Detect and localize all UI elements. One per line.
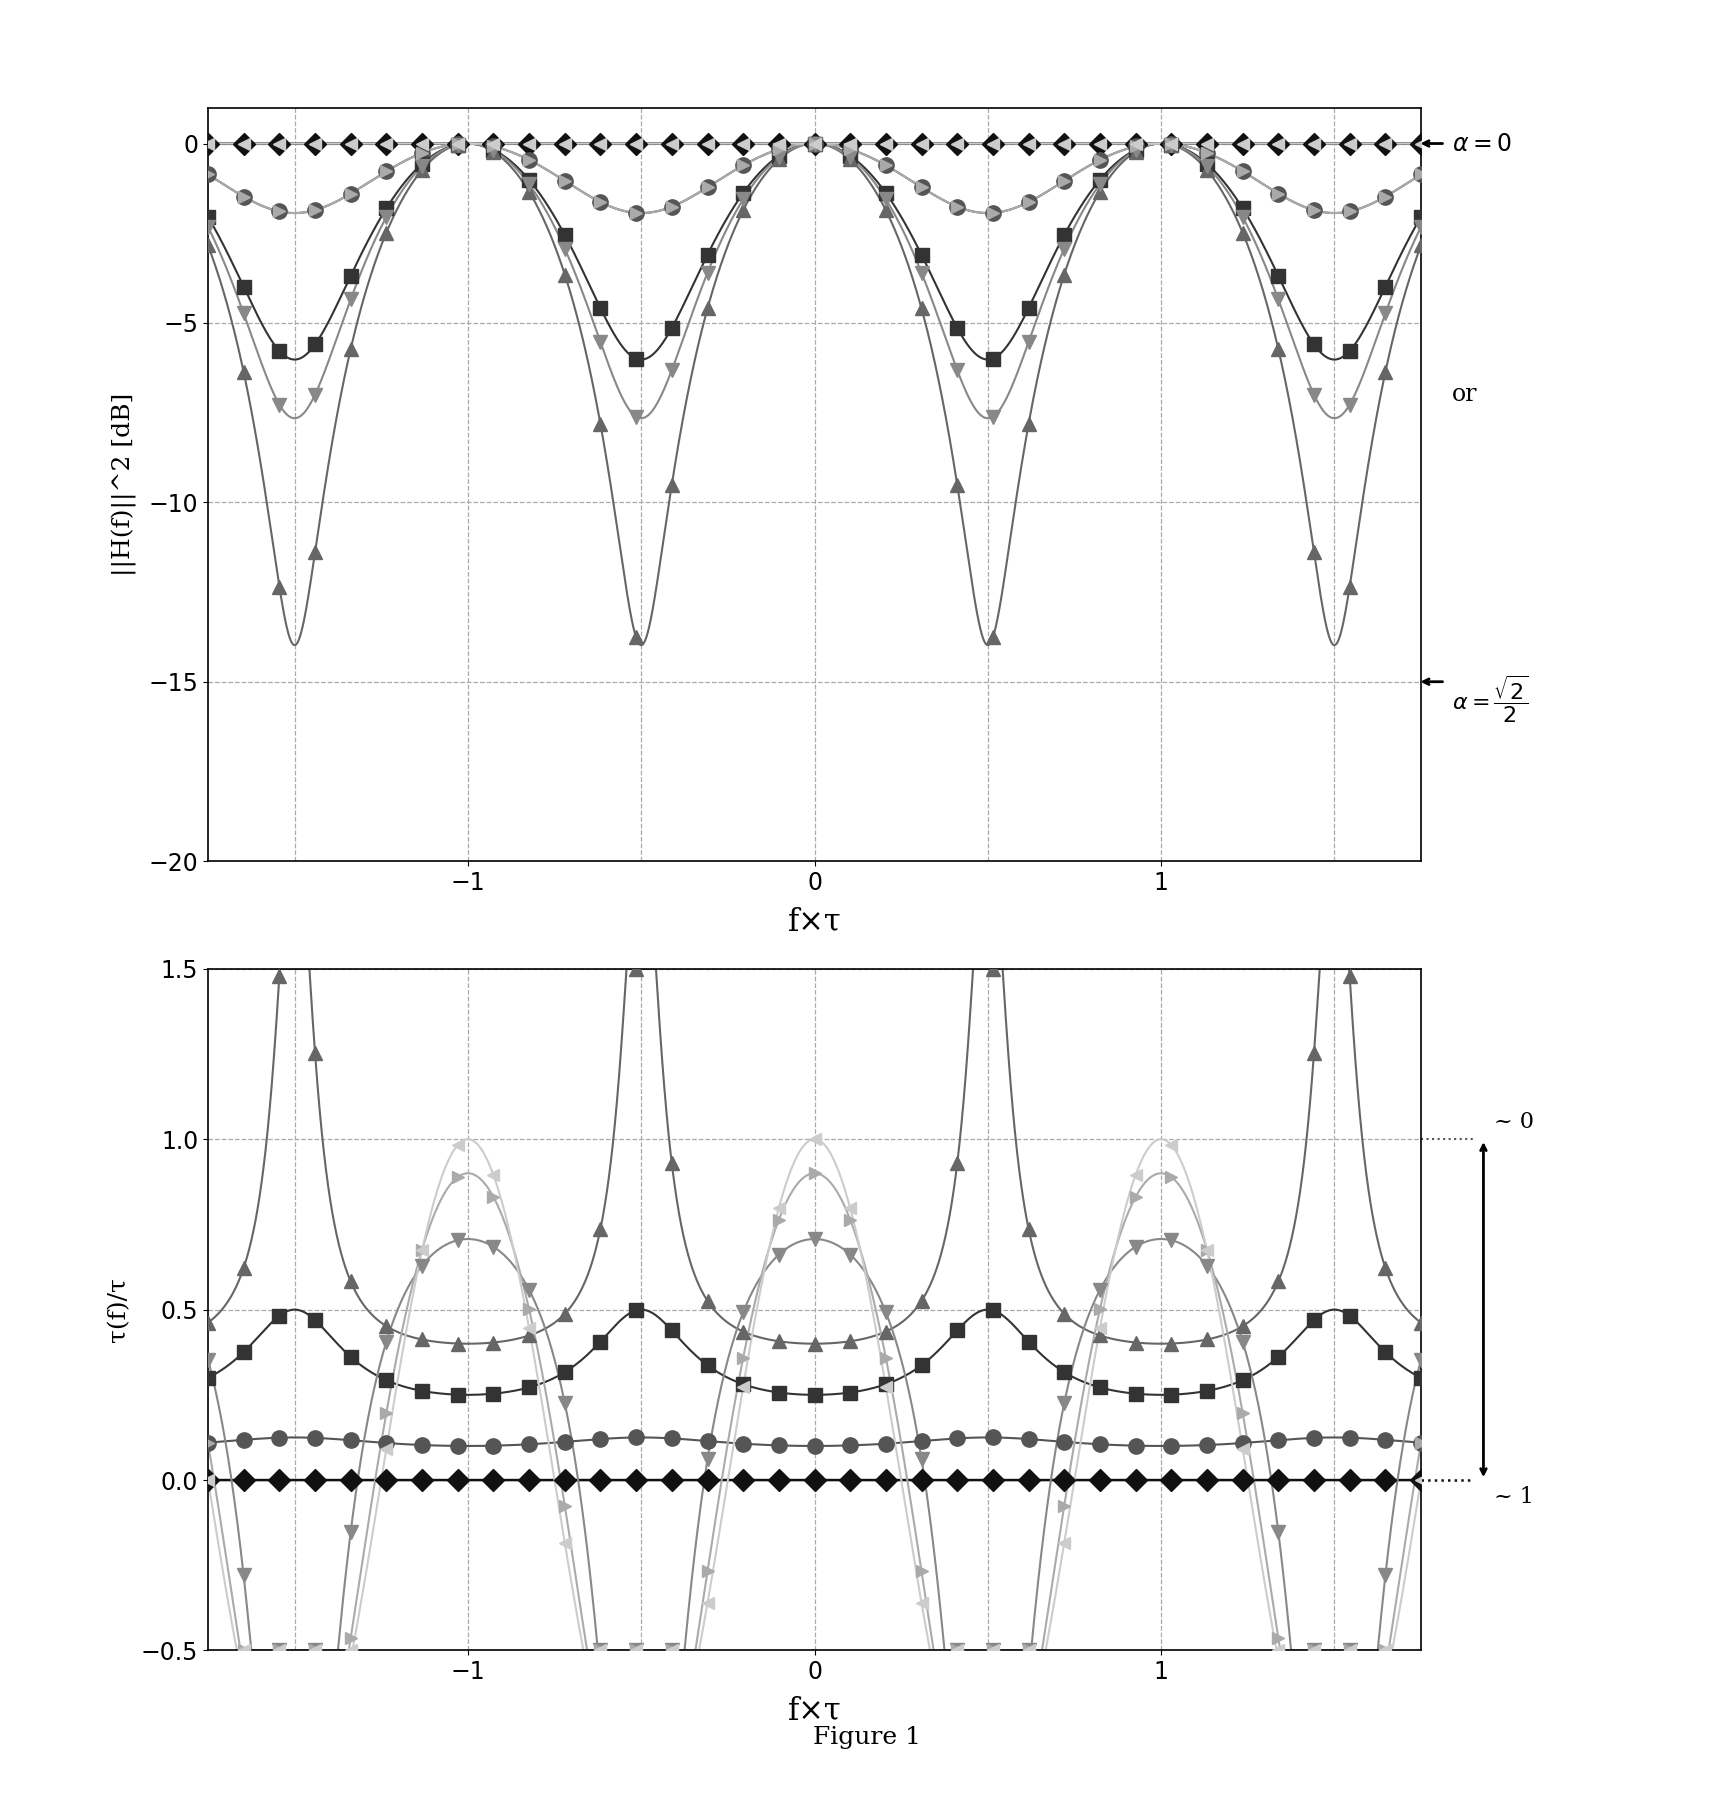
Text: Figure 1: Figure 1: [812, 1726, 920, 1749]
Text: ~ 0: ~ 0: [1493, 1110, 1533, 1134]
Text: or: or: [1451, 384, 1477, 405]
Text: $\alpha=0$: $\alpha=0$: [1451, 131, 1512, 156]
Text: ~ 1: ~ 1: [1493, 1485, 1533, 1509]
Y-axis label: τ(f)/τ: τ(f)/τ: [107, 1277, 130, 1342]
X-axis label: f×τ: f×τ: [788, 1695, 840, 1726]
Text: $\alpha=\dfrac{\sqrt{2}}{2}$: $\alpha=\dfrac{\sqrt{2}}{2}$: [1451, 675, 1528, 725]
Y-axis label: ||H(f)||^2 [dB]: ||H(f)||^2 [dB]: [113, 393, 137, 576]
X-axis label: f×τ: f×τ: [788, 906, 840, 936]
